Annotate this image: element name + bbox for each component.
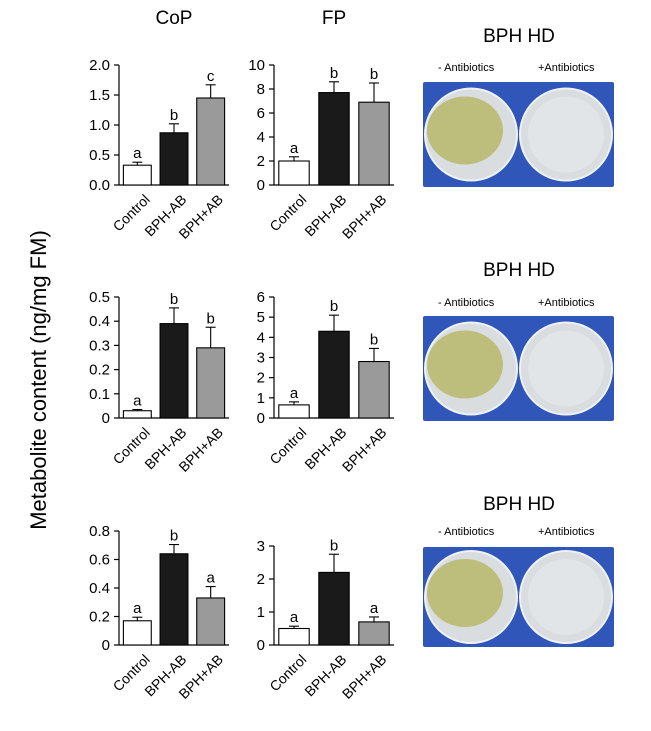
chart6-category-label: BPH+AB	[339, 651, 390, 702]
minus-antibiotics-label: - Antibiotics	[438, 297, 495, 309]
chart5-significance-letter: a	[133, 600, 142, 617]
chart1-significance-letter: a	[133, 145, 142, 162]
chart4-category-label: BPH+AB	[339, 424, 390, 475]
chart5-y-tick-label: 0.6	[89, 552, 110, 569]
clear-agar	[528, 330, 604, 407]
chart1-y-tick-label: 0.0	[89, 177, 110, 194]
chart3-significance-letter: a	[133, 393, 142, 410]
plate-panel-title: BPH HD	[483, 26, 555, 47]
chart2-significance-letter: a	[290, 140, 299, 157]
minus-antibiotics-label: - Antibiotics	[438, 62, 495, 74]
chart4-bar-bph-ab	[318, 330, 350, 419]
chart6-significance-letter: a	[370, 600, 379, 617]
chart4-significance-letter: a	[290, 385, 299, 402]
chart5-significance-letter: b	[170, 528, 178, 545]
chart5-y-tick-label: 0	[102, 637, 110, 654]
chart1-y-tick-label: 1.5	[89, 87, 110, 104]
chart5-y-tick-label: 0.4	[89, 580, 110, 597]
chart4-y-tick-label: 0	[257, 410, 265, 427]
chart5-y-tick-label: 0.2	[89, 609, 110, 626]
chart1-y-tick-label: 2.0	[89, 57, 110, 74]
chart5-y-tick-label: 0.8	[89, 523, 110, 540]
chart2-y-tick-label: 10	[248, 57, 265, 74]
chart3-significance-letter: b	[206, 310, 214, 327]
chart3-y-tick-label: 0	[102, 410, 110, 427]
chart6-y-tick-label: 2	[257, 571, 265, 588]
chart1-bar-control	[122, 164, 152, 186]
chart6-y-tick-label: 3	[257, 538, 265, 555]
chart1-significance-letter: c	[207, 68, 215, 85]
minus-antibiotics-label: - Antibiotics	[438, 526, 495, 538]
column-title-cop: CoP	[155, 8, 193, 29]
chart3-bar-bph-ab	[159, 323, 189, 419]
chart2-significance-letter: b	[330, 65, 338, 82]
chart6-y-tick-label: 1	[257, 604, 265, 621]
chart5-bar-bph-ab	[159, 553, 189, 646]
bacterial-growth	[427, 330, 503, 399]
chart6-bar-control	[278, 627, 310, 646]
chart2-significance-letter: b	[370, 66, 378, 83]
chart4-significance-letter: b	[370, 331, 378, 348]
chart1-bar-bph-ab	[159, 132, 189, 186]
petri-dish-illustration	[424, 550, 613, 644]
column-title-fp: FP	[321, 8, 347, 29]
chart6-bar-bph-ab	[358, 621, 390, 646]
plus-antibiotics-label: +Antibiotics	[538, 526, 595, 538]
chart4-y-tick-label: 1	[257, 390, 265, 407]
chart2-category-label: BPH+AB	[339, 191, 390, 242]
plus-antibiotics-label: +Antibiotics	[538, 62, 595, 74]
chart6-significance-letter: b	[330, 537, 338, 554]
chart1-bar-bph-ab	[196, 97, 226, 186]
chart2-y-tick-label: 0	[257, 177, 265, 194]
chart5-bar-bph-ab	[196, 597, 226, 646]
chart6-bar-bph-ab	[318, 571, 350, 646]
chart2-y-tick-label: 4	[257, 129, 265, 146]
chart1-significance-letter: b	[170, 107, 178, 124]
chart2-y-tick-label: 8	[257, 81, 265, 98]
chart3-bar-bph-ab	[196, 347, 226, 419]
chart3-bar-control	[122, 410, 152, 419]
chart2-y-tick-label: 6	[257, 105, 265, 122]
chart2-bar-bph-ab	[318, 92, 350, 186]
chart6-y-tick-label: 0	[257, 637, 265, 654]
chart4-y-tick-label: 6	[257, 289, 265, 306]
bacterial-growth	[427, 559, 503, 627]
chart3-y-tick-label: 0.3	[89, 337, 110, 354]
chart4-significance-letter: b	[330, 298, 338, 315]
chart4-y-tick-label: 4	[257, 329, 265, 346]
chart4-y-tick-label: 5	[257, 309, 265, 326]
clear-agar	[528, 96, 604, 173]
chart3-y-tick-label: 0.1	[89, 386, 110, 403]
petri-dish-photo	[423, 82, 614, 187]
chart5-bar-control	[122, 620, 152, 646]
chart2-bar-control	[278, 160, 310, 186]
plus-antibiotics-label: +Antibiotics	[538, 297, 595, 309]
chart4-bar-bph-ab	[358, 360, 390, 419]
chart2-y-tick-label: 2	[257, 153, 265, 170]
chart4-y-tick-label: 3	[257, 350, 265, 367]
petri-dish-illustration	[424, 321, 613, 416]
chart3-y-tick-label: 0.2	[89, 362, 110, 379]
plate-panel-title: BPH HD	[483, 494, 555, 515]
petri-dish-photo	[423, 547, 614, 647]
chart5-significance-letter: a	[206, 570, 215, 587]
chart2-bar-bph-ab	[358, 101, 390, 186]
chart3-y-tick-label: 0.4	[89, 313, 110, 330]
chart4-y-tick-label: 2	[257, 370, 265, 387]
bacterial-growth	[427, 96, 503, 165]
chart6-significance-letter: a	[290, 609, 299, 626]
chart4-bar-control	[278, 404, 310, 419]
plate-panel-title: BPH HD	[483, 260, 555, 281]
chart3-significance-letter: b	[170, 291, 178, 308]
chart1-y-tick-label: 1.0	[89, 117, 110, 134]
petri-dish-illustration	[424, 87, 613, 182]
chart3-y-tick-label: 0.5	[89, 289, 110, 306]
petri-dish-photo	[423, 316, 614, 421]
chart1-y-tick-label: 0.5	[89, 147, 110, 164]
clear-agar	[528, 559, 604, 635]
